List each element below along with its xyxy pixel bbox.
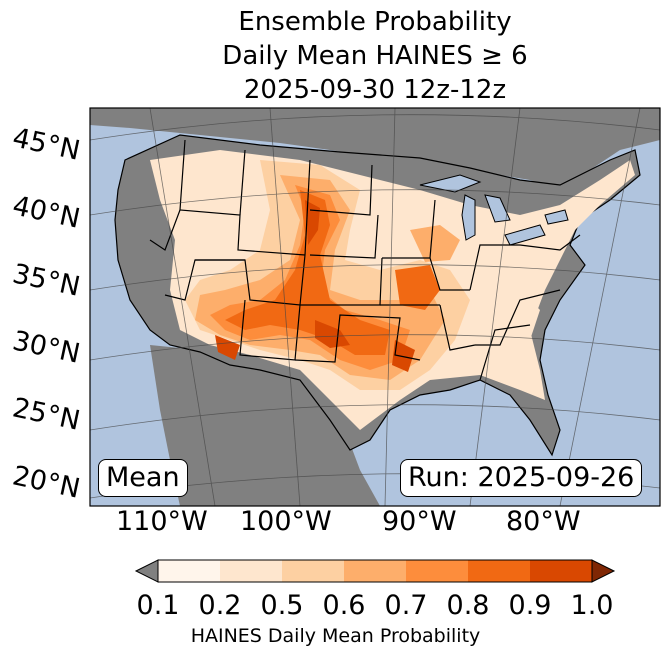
colorbar-segment	[406, 560, 468, 582]
colorbar-under-triangle	[134, 559, 159, 583]
lon-label-80: 80°W	[506, 506, 581, 537]
colorbar-segment	[344, 560, 406, 582]
colorbar-segment	[158, 560, 220, 582]
run-label: Run: 2025-09-26	[400, 459, 643, 497]
mexico-land	[150, 345, 380, 506]
colorbar-segment	[282, 560, 344, 582]
colorbar-segment	[530, 560, 592, 582]
title-line-2: Daily Mean HAINES ≥ 6	[222, 41, 528, 71]
colorbar-segment	[468, 560, 530, 582]
colorbar-tick: 0.1	[136, 590, 180, 621]
colorbar-tick: 0.7	[384, 590, 428, 621]
colorbar-tick: 0.2	[198, 590, 242, 621]
great-lakes	[419, 174, 569, 246]
colorbar-tick: 0.6	[322, 590, 366, 621]
colorbar-tick: 1.0	[570, 590, 614, 621]
lon-label-110: 110°W	[116, 506, 208, 537]
colorbar-tick: 0.5	[260, 590, 304, 621]
title-line-3: 2025-09-30 12z-12z	[243, 75, 507, 105]
colorbar-segment	[220, 560, 282, 582]
title-line-1: Ensemble Probability	[238, 7, 512, 37]
probability-shading	[150, 150, 635, 430]
colorbar-over-triangle	[591, 559, 616, 583]
stat-label: Mean	[98, 459, 188, 497]
colorbar	[134, 559, 616, 583]
map-frame	[89, 107, 661, 507]
colorbar-tick: 0.8	[446, 590, 490, 621]
colorbar-label: HAINES Daily Mean Probability	[190, 625, 481, 647]
lon-label-100: 100°W	[240, 506, 332, 537]
colorbar-tick: 0.9	[508, 590, 552, 621]
lon-label-90: 90°W	[382, 506, 457, 537]
